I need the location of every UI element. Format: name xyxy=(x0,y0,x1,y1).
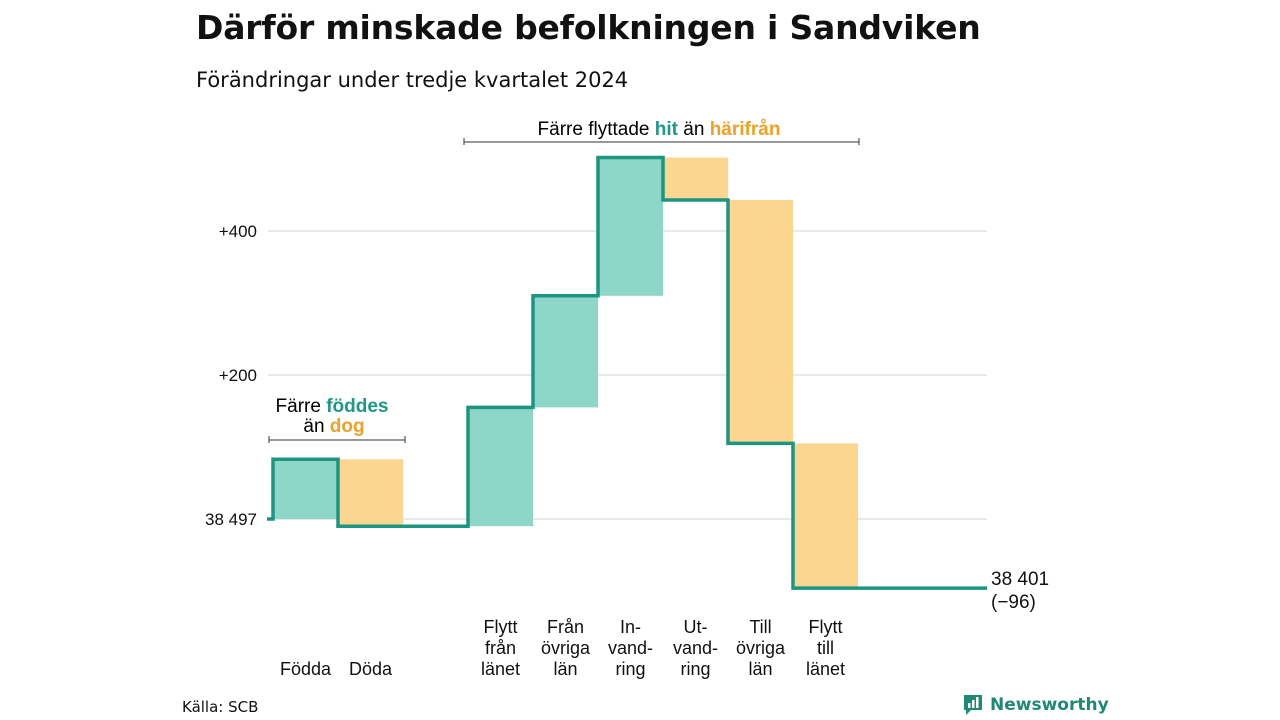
brand-logo: Newsworthy xyxy=(962,693,1109,717)
waterfall-bar xyxy=(338,459,403,527)
waterfall-bar xyxy=(793,443,858,589)
births-annotation-away: dog xyxy=(330,416,365,437)
category-label: Flytt xyxy=(484,617,518,637)
category-label: In- xyxy=(620,617,641,637)
category-label: övriga xyxy=(541,638,591,658)
migration-annotation-hit: hit xyxy=(655,119,679,140)
births-annotation: Färre föddes än dog xyxy=(268,396,406,443)
category-label: Födda xyxy=(280,659,332,679)
migration-annotation: Färre flyttade hit än härifrån xyxy=(463,119,860,145)
category-label: länet xyxy=(806,659,845,679)
category-label: Från xyxy=(547,617,584,637)
migration-annotation-away: härifrån xyxy=(710,119,781,140)
category-label: län xyxy=(553,659,577,679)
category-label: Till xyxy=(749,617,771,637)
end-change-label: (−96) xyxy=(991,592,1036,613)
waterfall-bar xyxy=(598,157,663,296)
bar-chart-speech-bubble-icon xyxy=(964,695,982,715)
category-label: Flytt xyxy=(809,617,843,637)
y-tick-label: 38 497 xyxy=(205,510,257,529)
category-label: övriga xyxy=(736,638,786,658)
y-tick-label: +200 xyxy=(219,366,257,385)
waterfall-bar xyxy=(663,157,728,201)
category-label: från xyxy=(485,638,516,658)
category-label: Döda xyxy=(349,659,393,679)
births-annotation-hit: föddes xyxy=(326,396,388,417)
category-label: vand- xyxy=(673,638,718,658)
migration-annotation-middle: än xyxy=(678,119,710,140)
births-annotation-line2: än dog xyxy=(303,416,364,437)
y-tick-label: +400 xyxy=(219,222,257,241)
source-note: Källa: SCB xyxy=(182,698,259,716)
births-annotation-line1: Färre föddes xyxy=(276,396,389,417)
migration-bracket xyxy=(463,138,860,145)
births-annotation-line2-prefix: än xyxy=(303,416,329,437)
category-label: ring xyxy=(615,659,645,679)
migration-annotation-text: Färre flyttade hit än härifrån xyxy=(538,119,781,140)
category-label: ring xyxy=(680,659,710,679)
chart-subtitle: Förändringar under tredje kvartalet 2024 xyxy=(196,68,629,92)
category-label: Ut- xyxy=(684,617,708,637)
category-label: länet xyxy=(481,659,520,679)
migration-annotation-prefix: Färre flyttade xyxy=(538,119,655,140)
step-line xyxy=(267,155,987,590)
waterfall-bar xyxy=(273,459,338,519)
chart-title: Därför minskade befolkningen i Sandviken xyxy=(196,8,981,47)
waterfall-bar xyxy=(728,200,793,444)
category-label: till xyxy=(817,638,834,658)
bar-layer xyxy=(273,157,858,589)
brand-name: Newsworthy xyxy=(990,695,1109,715)
step-line-layer xyxy=(267,155,987,590)
waterfall-bar xyxy=(468,407,533,527)
category-label: vand- xyxy=(608,638,653,658)
births-annotation-prefix: Färre xyxy=(276,396,327,417)
waterfall-bar xyxy=(533,295,598,408)
category-label: län xyxy=(748,659,772,679)
end-value-label: 38 401 xyxy=(991,569,1049,590)
births-bracket xyxy=(268,436,406,443)
